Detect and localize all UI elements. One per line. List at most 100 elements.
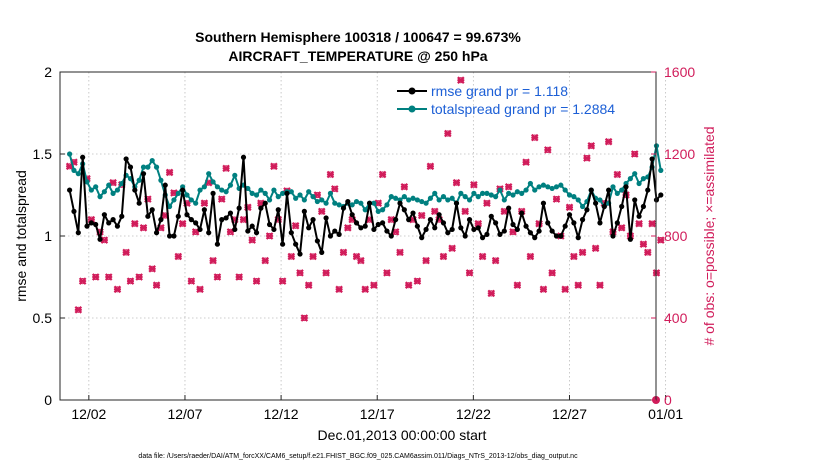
obs-possible-point <box>431 208 438 215</box>
obs-possible-point <box>227 228 234 235</box>
spread-point <box>371 200 377 206</box>
spread-point <box>301 197 307 203</box>
obs-possible-point <box>479 253 486 260</box>
rmse-point <box>462 233 468 239</box>
obs-possible-point <box>544 146 551 153</box>
spread-point <box>458 190 464 196</box>
spread-point <box>445 197 451 203</box>
obs-possible-point <box>444 130 451 137</box>
spread-point <box>514 189 520 195</box>
spread-point <box>214 184 221 190</box>
rmse-point <box>106 220 112 226</box>
spread-point <box>536 184 542 190</box>
rmse-point <box>593 200 599 206</box>
chart-title: Southern Hemisphere 100318 / 100647 = 99… <box>195 29 521 45</box>
obs-possible-point <box>470 181 477 188</box>
spread-point <box>471 190 477 196</box>
spread-point <box>475 194 481 200</box>
rmse-point <box>484 231 490 237</box>
spread-point <box>597 197 603 203</box>
spread-point <box>379 207 386 213</box>
rmse-point <box>314 238 320 244</box>
spread-point <box>97 194 103 200</box>
obs-possible-point <box>488 290 495 297</box>
obs-possible-point <box>357 257 364 264</box>
rmse-point <box>453 200 460 206</box>
rmse-point <box>262 200 268 206</box>
y-tick-label-right: 800 <box>664 228 688 244</box>
chart-subtitle: AIRCRAFT_TEMPERATURE @ 250 hPa <box>228 48 487 64</box>
spread-point <box>275 194 281 200</box>
obs-possible-point <box>192 228 199 235</box>
rmse-point <box>479 235 486 241</box>
spread-point <box>384 202 390 208</box>
spread-point <box>175 190 181 196</box>
rmse-point <box>523 223 529 229</box>
obs-possible-point <box>549 269 556 276</box>
rmse-point <box>180 187 186 193</box>
y-tick-label-left: 1 <box>44 228 52 244</box>
rmse-point <box>193 220 199 226</box>
spread-point <box>353 198 360 205</box>
obs-possible-point <box>262 257 269 264</box>
obs-possible-point <box>209 257 217 264</box>
rmse-point <box>288 230 294 236</box>
spread-point <box>523 187 529 193</box>
obs-possible-point <box>266 232 273 240</box>
x-tick-label: 12/17 <box>360 406 395 422</box>
legend: rmse grand pr = 1.118 totalspread grand … <box>397 83 615 117</box>
rmse-point <box>140 171 147 177</box>
x-tick-label: 01/01 <box>648 406 683 422</box>
rmse-point <box>362 223 368 229</box>
rmse-point <box>123 156 129 162</box>
rmse-point <box>632 197 638 203</box>
rmse-point <box>280 241 286 247</box>
spread-point <box>545 184 551 190</box>
obs-possible-point <box>422 257 430 264</box>
spread-point <box>627 176 633 182</box>
rmse-point <box>249 223 255 229</box>
obs-possible-point <box>123 249 130 256</box>
obs-possible-point <box>383 269 391 276</box>
y-axis-label-right: # of obs: o=possible; ×=assimilated <box>701 126 717 345</box>
rmse-point <box>545 220 551 226</box>
spread-point <box>153 164 160 170</box>
obs-possible-point <box>240 216 247 223</box>
axis-ticks: 12/02 12/07 12/12 12/17 12/22 12/27 01/0100.51… <box>33 64 696 422</box>
legend-rmse-label: rmse grand pr = 1.118 <box>431 83 568 99</box>
spread-point <box>410 195 416 201</box>
spread-point <box>106 182 112 188</box>
spread-point <box>501 197 507 203</box>
obs-possible-point <box>522 159 530 166</box>
obs-possible-point <box>492 257 499 264</box>
x-tick-label: 12/22 <box>456 406 491 422</box>
rmse-point <box>188 217 194 223</box>
spread-point <box>232 172 238 178</box>
legend-rmse-marker <box>408 87 416 95</box>
obs-possible-point <box>509 228 517 235</box>
spread-point <box>575 197 581 203</box>
obs-possible-point <box>309 253 317 260</box>
spread-point <box>636 180 642 187</box>
rmse-point <box>158 217 164 223</box>
rmse-point <box>497 231 503 237</box>
spread-point <box>493 194 499 200</box>
spread-point <box>358 200 364 206</box>
rmse-point <box>506 205 512 211</box>
rmse-point <box>80 154 86 160</box>
spread-point <box>67 151 73 157</box>
rmse-point <box>210 190 216 196</box>
rmse-point <box>197 226 203 233</box>
spread-point <box>188 197 194 203</box>
rmse-point <box>84 223 90 229</box>
spread-point <box>193 200 199 206</box>
spread-point <box>149 157 155 164</box>
x-tick-label: 12/02 <box>71 406 106 422</box>
rmse-point <box>258 205 264 211</box>
obs-possible-point <box>301 314 308 322</box>
obs-possible-point <box>635 220 643 227</box>
rmse-point <box>519 210 525 216</box>
spread-point <box>488 192 494 198</box>
rmse-point <box>227 210 234 216</box>
obs-possible-point <box>640 241 647 248</box>
